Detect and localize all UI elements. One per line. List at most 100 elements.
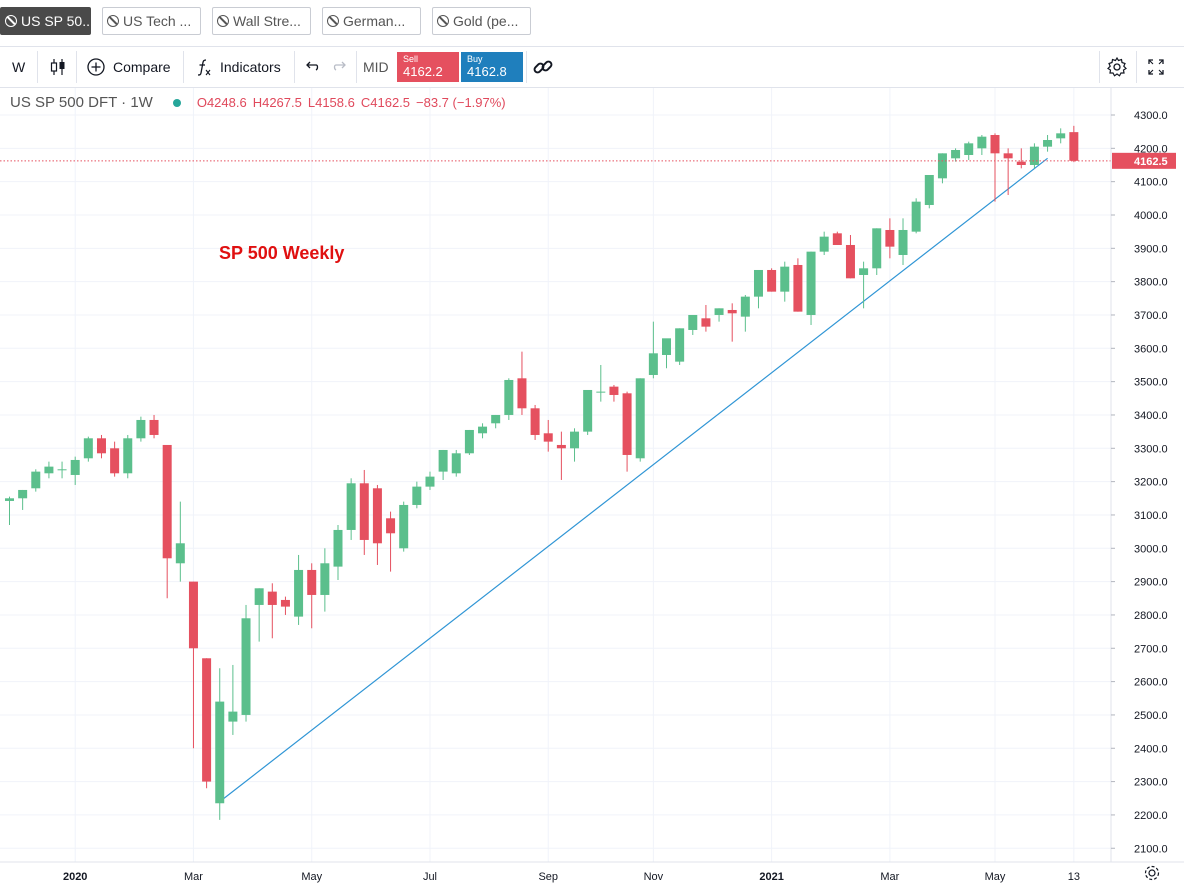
candle-body <box>307 569 317 595</box>
candle-body <box>280 599 290 607</box>
candle <box>241 604 251 722</box>
y-tick-label: 4000.0 <box>1134 210 1168 222</box>
candle <box>924 174 934 209</box>
candle-body <box>491 414 501 424</box>
chart-legend: US SP 500 DFT · 1W O4248.6 H4267.5 L4158… <box>10 94 506 111</box>
candle-body <box>662 338 671 355</box>
time-axis[interactable]: 2020 Mar May Jul Sep Nov 2021 Mar May 13 <box>0 861 1184 883</box>
ban-icon <box>217 15 229 27</box>
axis-settings-gear-icon[interactable] <box>1144 865 1160 881</box>
candle <box>83 436 93 462</box>
divider <box>1136 51 1137 83</box>
candle <box>753 269 763 309</box>
indicators-button[interactable]: Indicators <box>194 47 281 87</box>
buy-button[interactable]: Buy 4162.8 <box>461 52 523 82</box>
y-tick-label: 3900.0 <box>1134 243 1168 255</box>
buy-price: 4162.8 <box>467 64 507 79</box>
candle <box>294 554 304 625</box>
candle-body <box>898 229 908 255</box>
sell-button[interactable]: Sell 4162.2 <box>397 52 459 82</box>
candle-body <box>845 244 855 279</box>
undo-button[interactable] <box>304 47 320 87</box>
candle <box>1069 125 1079 163</box>
candle <box>215 668 225 820</box>
candle <box>149 414 159 439</box>
candle-body <box>543 433 553 442</box>
price-mode-button[interactable]: MID <box>363 59 389 75</box>
candlestick-chart[interactable]: 2100.0 2200.0 2300.0 2400.0 2500.0 2600.0 2700… <box>0 88 1184 884</box>
candle-body <box>44 466 54 474</box>
price-axis[interactable]: 2100.0 2200.0 2300.0 2400.0 2500.0 2600.0 2700… <box>1111 110 1176 855</box>
legend-change: −83.7 (−1.97%) <box>416 95 506 110</box>
chart-toolbar: W Compare Indicators <box>0 46 1184 88</box>
tab-label: Gold (pe... <box>453 13 519 29</box>
candle-body <box>793 264 803 312</box>
tab-us-sp-500[interactable]: US SP 50... <box>0 7 91 35</box>
candle <box>648 321 658 379</box>
candle-type-button[interactable] <box>48 47 68 87</box>
tab-gold[interactable]: Gold (pe... <box>432 7 531 35</box>
tab-us-tech[interactable]: US Tech ... <box>102 7 201 35</box>
link-icon <box>533 60 553 74</box>
symbol-title[interactable]: US SP 500 DFT · 1W <box>10 94 153 111</box>
candle-body <box>96 438 106 454</box>
candle-body <box>228 711 238 722</box>
candle <box>898 218 908 265</box>
candle <box>123 434 133 479</box>
candle-body <box>175 543 185 564</box>
indicators-label: Indicators <box>220 59 281 75</box>
x-tick-label: Mar <box>880 871 899 883</box>
sell-label: Sell <box>403 54 419 64</box>
candle-body <box>648 353 658 375</box>
tab-german[interactable]: German... <box>322 7 421 35</box>
x-tick-label: 2020 <box>63 871 87 883</box>
candle-body <box>215 701 225 804</box>
compare-button[interactable]: Compare <box>86 47 171 87</box>
candle <box>267 583 277 639</box>
candle-body <box>359 483 369 540</box>
x-tick-label: Sep <box>538 871 558 883</box>
candle-body <box>162 444 172 559</box>
y-tick-label: 2900.0 <box>1134 577 1168 589</box>
candle <box>478 423 488 439</box>
candle <box>18 489 28 510</box>
fullscreen-button[interactable] <box>1147 47 1165 87</box>
candle <box>464 429 474 455</box>
candle-body <box>990 134 1000 154</box>
candle-body <box>635 378 645 459</box>
candle-body <box>478 426 488 434</box>
candle <box>635 378 645 462</box>
candle-body <box>583 389 593 432</box>
fullscreen-icon <box>1148 59 1164 75</box>
interval-button[interactable]: W <box>12 59 26 75</box>
redo-button[interactable] <box>332 47 348 87</box>
tab-wall-street[interactable]: Wall Stre... <box>212 7 311 35</box>
divider <box>1099 51 1100 83</box>
candle <box>556 431 566 480</box>
y-tick-label: 2200.0 <box>1134 810 1168 822</box>
y-tick-label: 2300.0 <box>1134 777 1168 789</box>
x-tick-label: Mar <box>184 871 203 883</box>
candle <box>819 231 829 255</box>
settings-button[interactable] <box>1106 47 1128 87</box>
candle <box>662 338 671 369</box>
candle <box>425 471 435 490</box>
candle <box>57 461 67 479</box>
candle <box>162 444 172 599</box>
candle-body <box>372 488 382 544</box>
support-trendline <box>219 157 1048 803</box>
link-button[interactable] <box>532 47 554 87</box>
candle-body <box>1003 153 1013 159</box>
ban-icon <box>5 15 17 27</box>
candle-body <box>832 233 842 245</box>
candle <box>1029 143 1039 169</box>
candle <box>543 419 553 452</box>
last-price-badge <box>1112 152 1176 169</box>
candle-body <box>701 318 711 327</box>
candle-body <box>136 419 146 439</box>
candle-body <box>1069 132 1079 161</box>
candlestick-icon <box>50 59 65 75</box>
candle <box>333 524 343 580</box>
candle <box>491 414 501 429</box>
candle <box>780 261 790 302</box>
